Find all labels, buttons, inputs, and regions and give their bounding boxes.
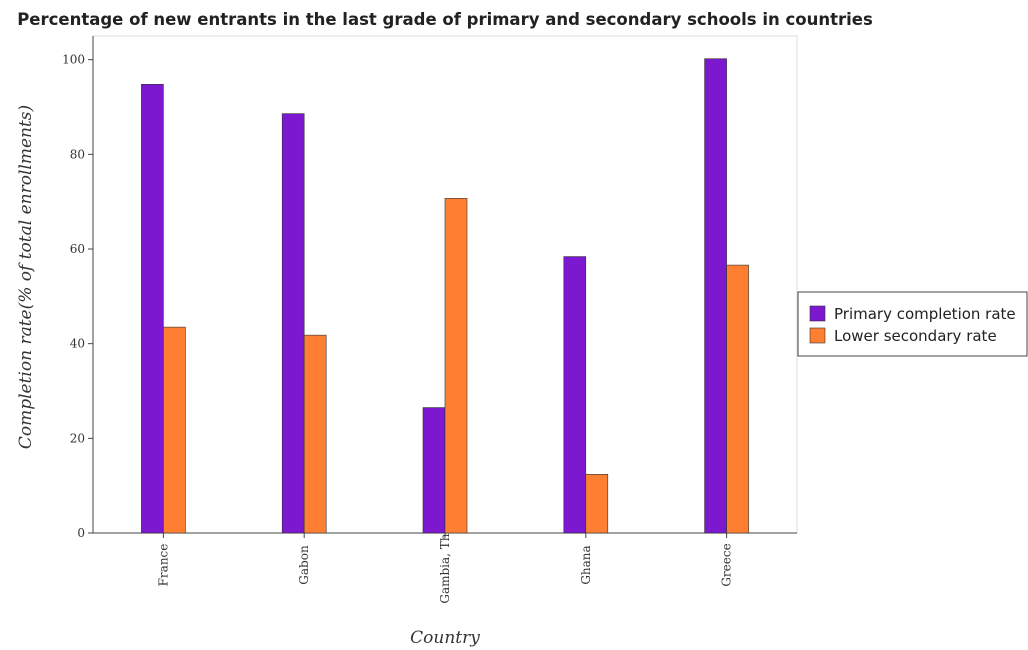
bar-primary-completion <box>563 256 587 534</box>
legend: Primary completion rate Lower secondary … <box>797 291 1028 357</box>
x-axis-label: Country <box>410 628 480 648</box>
chart-title: Percentage of new entrants in the last g… <box>17 10 873 29</box>
legend-swatch-lower-secondary <box>809 327 826 344</box>
y-tick-label: 60 <box>70 242 85 256</box>
legend-swatch-primary <box>809 305 826 322</box>
plot-area: 0 20 40 60 80 100 France Gabon Gambia, The Ghana G… <box>62 35 798 604</box>
bar-primary-completion <box>281 113 305 534</box>
bar-lower-secondary <box>163 326 186 534</box>
bar-lower-secondary <box>444 198 468 534</box>
bar-lower-secondary <box>303 334 327 534</box>
x-tick-label: Gabon <box>297 545 311 585</box>
y-tick-label: 0 <box>77 526 85 540</box>
x-tick-label: Ghana <box>579 545 593 584</box>
y-tick-label: 80 <box>70 147 85 161</box>
bar-lower-secondary <box>726 264 749 534</box>
bar-primary-completion <box>422 407 446 534</box>
legend-label-primary: Primary completion rate <box>834 305 1016 323</box>
x-tick-label: Greece <box>720 543 734 586</box>
bar-primary-completion <box>141 83 164 534</box>
y-axis-label: Completion rate(% of total enrollments) <box>16 105 36 449</box>
x-tick-label: France <box>156 544 170 587</box>
bar-primary-completion <box>704 58 727 534</box>
y-tick-label: 40 <box>70 337 85 351</box>
y-tick-label: 20 <box>70 431 85 445</box>
legend-box <box>797 291 1028 357</box>
x-tick-label: Gambia, The <box>438 526 452 603</box>
legend-label-lower-secondary: Lower secondary rate <box>834 327 997 345</box>
bar-lower-secondary <box>585 474 609 534</box>
y-tick-label: 100 <box>62 53 85 67</box>
